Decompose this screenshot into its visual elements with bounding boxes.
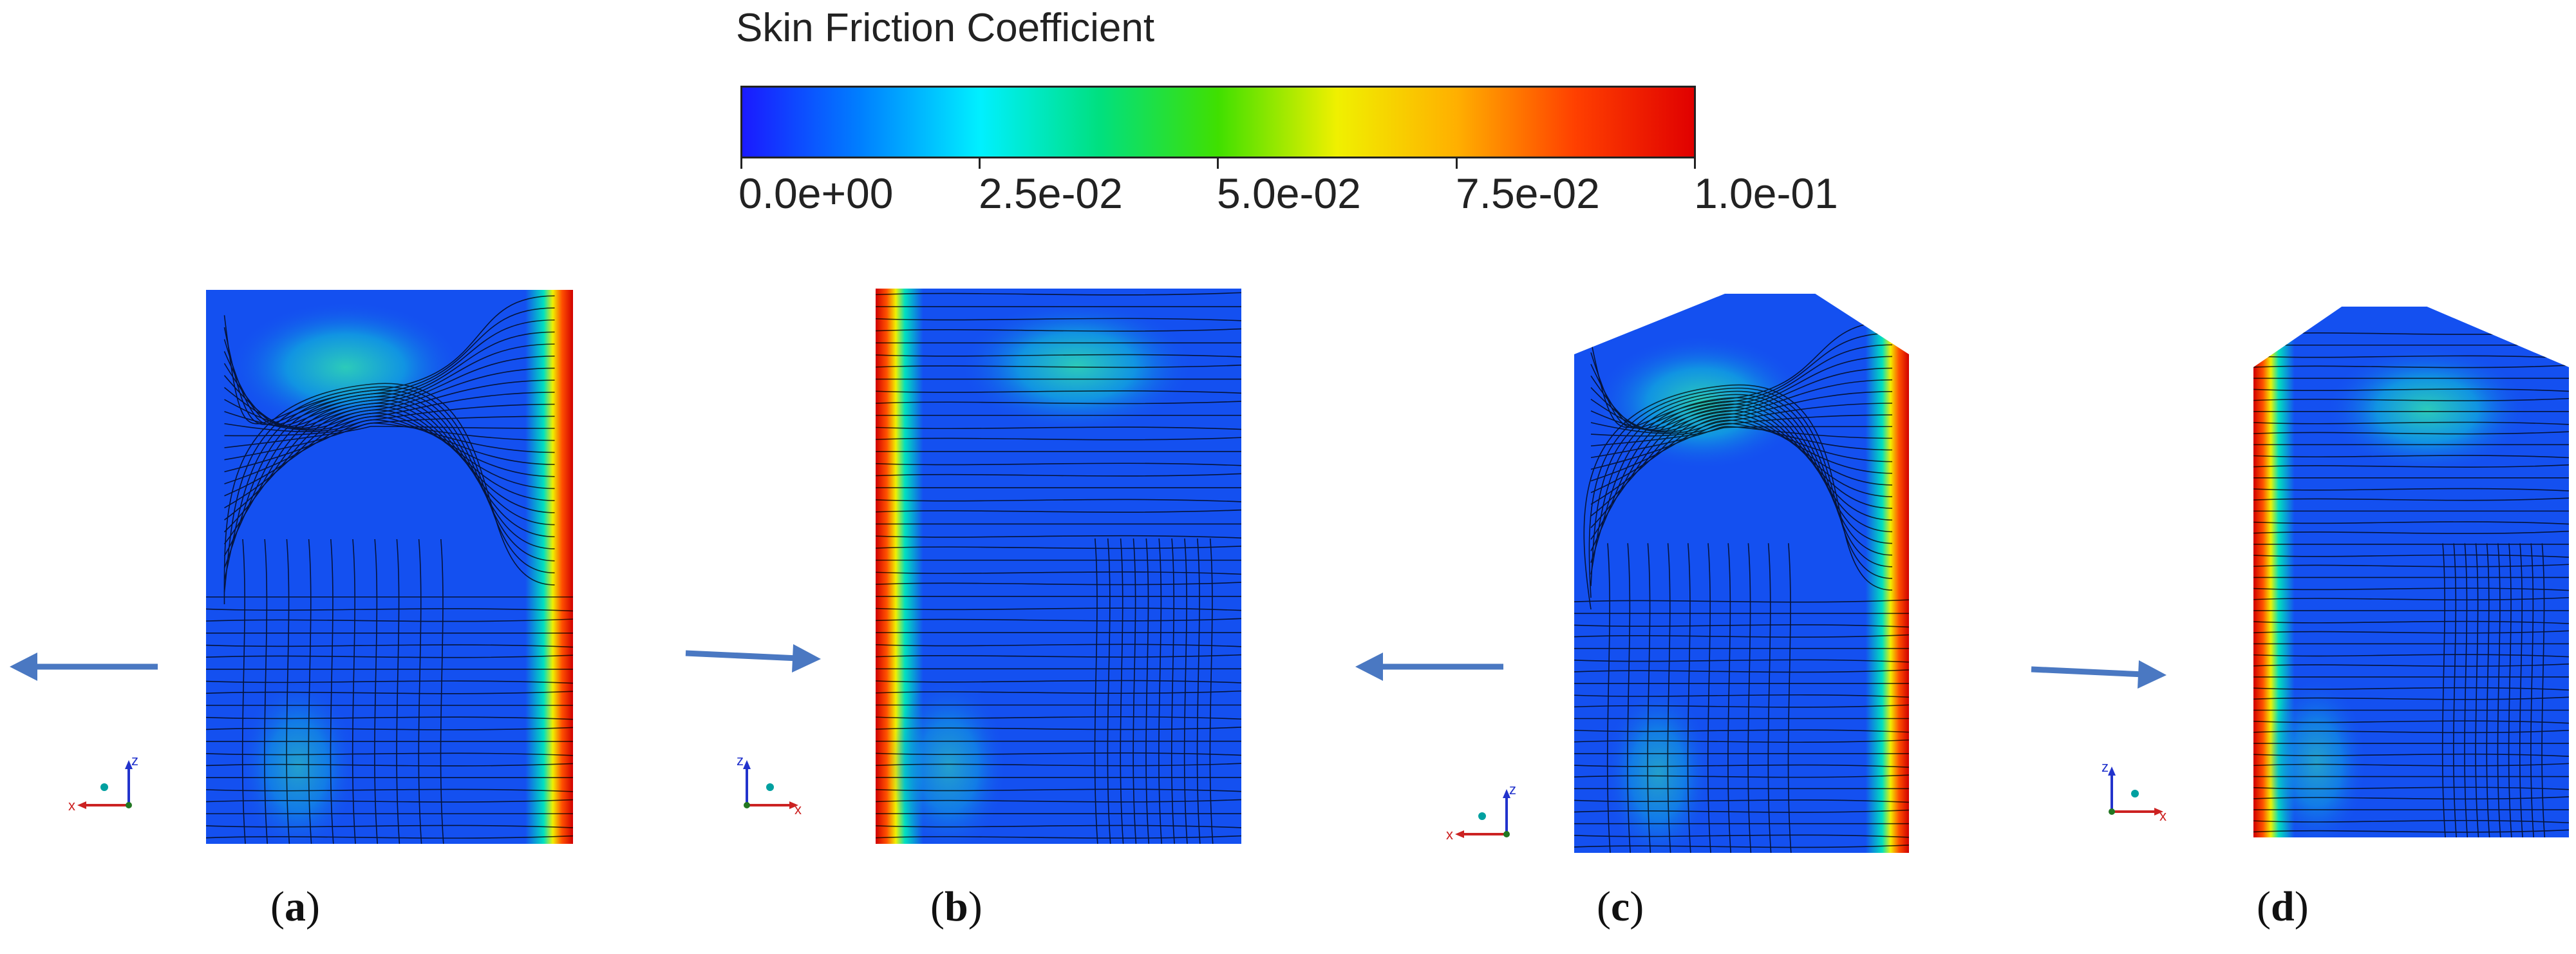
colorbar-tick: [1456, 158, 1458, 169]
axis-z-label: z: [2101, 759, 2109, 775]
colorbar-tick: [979, 158, 981, 169]
axis-x-label: x: [794, 801, 802, 817]
axis-x-label: x: [68, 797, 75, 814]
flow-arrow-icon: [2031, 660, 2167, 689]
colorbar-tick-label: 5.0e-02: [1217, 169, 1361, 217]
caption-d: (d): [2257, 883, 2309, 930]
caption-c: (c): [1597, 883, 1644, 930]
legend-title: Skin Friction Coefficient: [736, 6, 1155, 50]
axis-x-label: x: [2159, 808, 2167, 824]
caption-a: (a): [270, 883, 320, 930]
colorbar-tick: [740, 158, 742, 169]
caption-letter: c: [1610, 883, 1630, 930]
flow-arrow-icon: [685, 644, 821, 673]
panel-c-contour: [1574, 294, 1909, 853]
flow-arrow-icon: [10, 653, 158, 681]
flow-arrow-icon: [1355, 653, 1503, 681]
panel-a-contour: [206, 290, 573, 844]
colorbar-tick-label: 2.5e-02: [979, 169, 1123, 217]
axis-triad-icon: z x: [68, 752, 138, 814]
axis-triad-icon: z x: [737, 752, 802, 817]
panel-b-contour: [876, 289, 1241, 844]
axis-z-label: z: [1509, 781, 1516, 797]
axis-z-label: z: [131, 752, 138, 768]
colorbar-tick-label: 7.5e-02: [1456, 169, 1600, 217]
colorbar-tick-label: 0.0e+00: [738, 169, 894, 217]
colorbar-tick-label: 1.0e-01: [1694, 169, 1838, 217]
colorbar: [740, 86, 1696, 158]
caption-letter: b: [944, 883, 968, 930]
caption-letter: a: [284, 883, 306, 930]
axis-triad-icon: z x: [2101, 759, 2167, 824]
colorbar-tick: [1694, 158, 1696, 169]
axis-z-label: z: [737, 752, 744, 768]
caption-b: (b): [930, 883, 982, 930]
caption-letter: d: [2270, 883, 2295, 930]
axis-x-label: x: [1446, 826, 1453, 843]
panel-d-contour: [2253, 307, 2569, 837]
axis-triad-icon: z x: [1446, 781, 1516, 843]
colorbar-tick: [1217, 158, 1219, 169]
